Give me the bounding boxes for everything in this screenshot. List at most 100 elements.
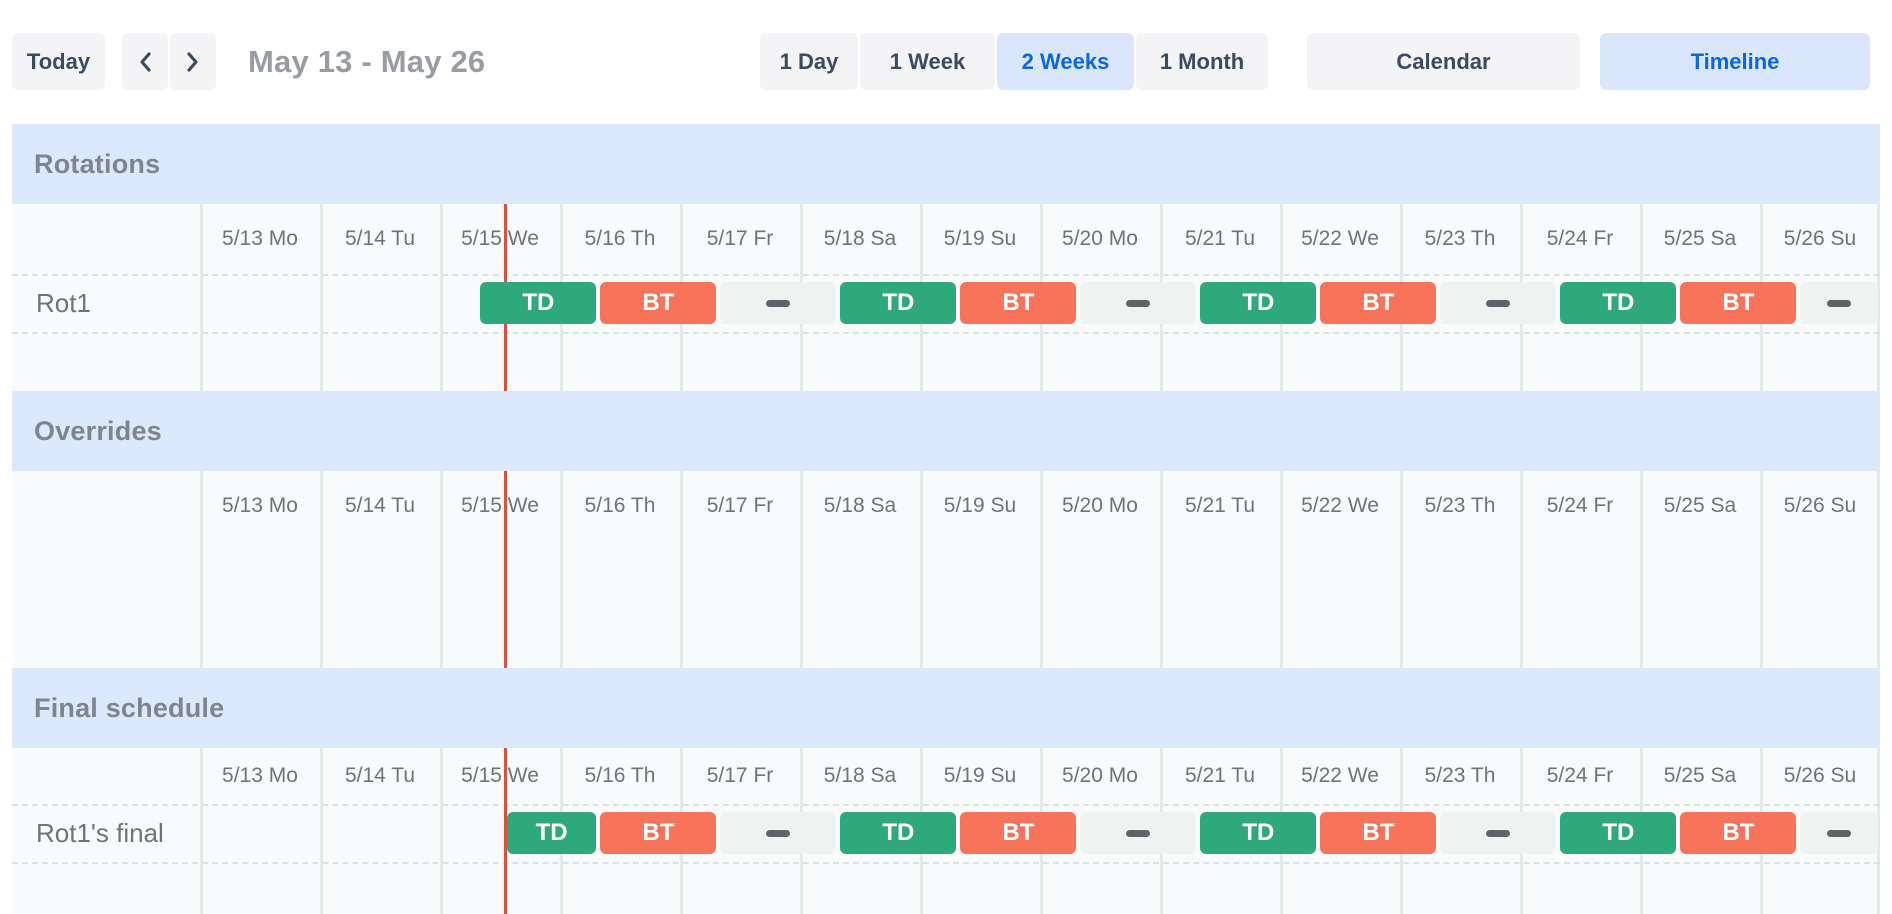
shift-block-td[interactable]: TD (1560, 812, 1677, 854)
date-cell: 5/15 We (461, 494, 539, 517)
date-cell: 5/23 Th (1424, 764, 1496, 787)
gap-strip (1800, 282, 1878, 324)
date-cell: 5/23 Th (1424, 494, 1496, 517)
date-cell: 5/17 Fr (706, 764, 774, 787)
row-label: Rot1 (36, 287, 91, 318)
lane-divider (12, 862, 1880, 864)
shift-block-td[interactable]: TD (1560, 282, 1677, 324)
shift-block-td[interactable]: TD (840, 282, 957, 324)
date-cell: 5/24 Fr (1546, 494, 1614, 517)
shift-block-bt[interactable]: BT (1680, 812, 1797, 854)
view-tab-2-weeks[interactable]: 2 Weeks (997, 33, 1134, 90)
view-tab-1-month[interactable]: 1 Month (1136, 33, 1268, 90)
view-tab-1-week[interactable]: 1 Week (860, 33, 995, 90)
gap-strip (720, 812, 837, 854)
section-header: Final schedule (12, 668, 1880, 748)
date-cell: 5/19 Su (943, 227, 1017, 250)
date-cell: 5/14 Tu (344, 227, 416, 250)
column-line (920, 124, 923, 914)
view-tab-1-day[interactable]: 1 Day (760, 33, 858, 90)
date-cell: 5/18 Sa (823, 494, 897, 517)
shift-block-bt[interactable]: BT (1680, 282, 1797, 324)
column-line (1040, 124, 1043, 914)
date-cell: 5/25 Sa (1663, 494, 1737, 517)
column-line (1640, 124, 1643, 914)
date-cell: 5/19 Su (943, 764, 1017, 787)
column-line (1160, 124, 1163, 914)
date-cell: 5/16 Th (584, 764, 656, 787)
dash-icon (1486, 829, 1511, 837)
timeline-grid: Rotations 5/13 Mo 5/14 Tu 5/15 We 5/16 Th 5/1… (12, 124, 1880, 914)
calendar-tab[interactable]: Calendar (1307, 33, 1580, 90)
date-cell: 5/15 We (461, 764, 539, 787)
shift-block-td[interactable]: TD (1200, 812, 1317, 854)
dash-icon (766, 829, 791, 837)
column-line (320, 124, 323, 914)
date-cell: 5/24 Fr (1546, 227, 1614, 250)
date-cell: 5/17 Fr (706, 227, 774, 250)
column-line (680, 124, 683, 914)
date-cell: 5/22 We (1301, 227, 1379, 250)
lane-divider (12, 804, 1880, 806)
date-cell: 5/21 Tu (1184, 227, 1256, 250)
dash-icon (1126, 299, 1151, 307)
dash-icon (1827, 299, 1852, 307)
date-range-title: May 13 - May 26 (248, 43, 486, 79)
dash-icon (1126, 829, 1151, 837)
shift-block-bt[interactable]: BT (600, 812, 717, 854)
date-cell: 5/21 Tu (1184, 764, 1256, 787)
dash-icon (1486, 299, 1511, 307)
shift-block-td[interactable]: TD (840, 812, 957, 854)
section-header: Rotations (12, 124, 1880, 204)
column-line (1760, 124, 1763, 914)
next-button[interactable] (170, 33, 216, 90)
shift-block-td[interactable]: TD (1200, 282, 1317, 324)
chevron-left-icon (138, 51, 152, 73)
date-cell: 5/13 Mo (222, 227, 298, 250)
date-cell: 5/18 Sa (823, 227, 897, 250)
date-cell: 5/22 We (1301, 764, 1379, 787)
shift-block-bt[interactable]: BT (1320, 282, 1437, 324)
toolbar: Today May 13 - May 26 1 Day 1 Week 2 Weeks… (0, 0, 1892, 124)
column-line (200, 124, 203, 914)
gap-strip (1080, 812, 1197, 854)
lane-divider (12, 274, 1880, 276)
shift-block-bt[interactable]: BT (960, 812, 1077, 854)
column-line (560, 124, 563, 914)
column-line (440, 124, 443, 914)
date-cell: 5/20 Mo (1062, 764, 1138, 787)
date-cell: 5/16 Th (584, 227, 656, 250)
column-line (1520, 124, 1523, 914)
date-cell: 5/20 Mo (1062, 494, 1138, 517)
date-cell: 5/14 Tu (344, 494, 416, 517)
shift-block-td[interactable]: TD (506, 812, 597, 854)
shift-block-bt[interactable]: BT (600, 282, 717, 324)
today-button[interactable]: Today (12, 33, 105, 90)
column-line (1877, 124, 1880, 914)
shift-block-bt[interactable]: BT (960, 282, 1077, 324)
chevron-right-icon (186, 51, 200, 73)
date-cell: 5/16 Th (584, 494, 656, 517)
date-cell: 5/26 Su (1783, 227, 1857, 250)
date-cell: 5/21 Tu (1184, 494, 1256, 517)
dash-icon (1827, 829, 1852, 837)
date-cell: 5/13 Mo (222, 494, 298, 517)
lane-divider (12, 332, 1880, 334)
prev-button[interactable] (122, 33, 168, 90)
date-cell: 5/20 Mo (1062, 227, 1138, 250)
date-cell: 5/25 Sa (1663, 764, 1737, 787)
timeline-tab[interactable]: Timeline (1600, 33, 1870, 90)
gap-strip (1800, 812, 1878, 854)
date-cell: 5/25 Sa (1663, 227, 1737, 250)
gap-strip (1440, 812, 1557, 854)
now-line (503, 124, 507, 914)
date-cell: 5/13 Mo (222, 764, 298, 787)
date-cell: 5/18 Sa (823, 764, 897, 787)
section-header: Overrides (12, 391, 1880, 471)
shift-block-bt[interactable]: BT (1320, 812, 1437, 854)
shift-block-td[interactable]: TD (480, 282, 597, 324)
gap-strip (1080, 282, 1197, 324)
date-cell: 5/26 Su (1783, 494, 1857, 517)
date-cell: 5/26 Su (1783, 764, 1857, 787)
date-cell: 5/22 We (1301, 494, 1379, 517)
